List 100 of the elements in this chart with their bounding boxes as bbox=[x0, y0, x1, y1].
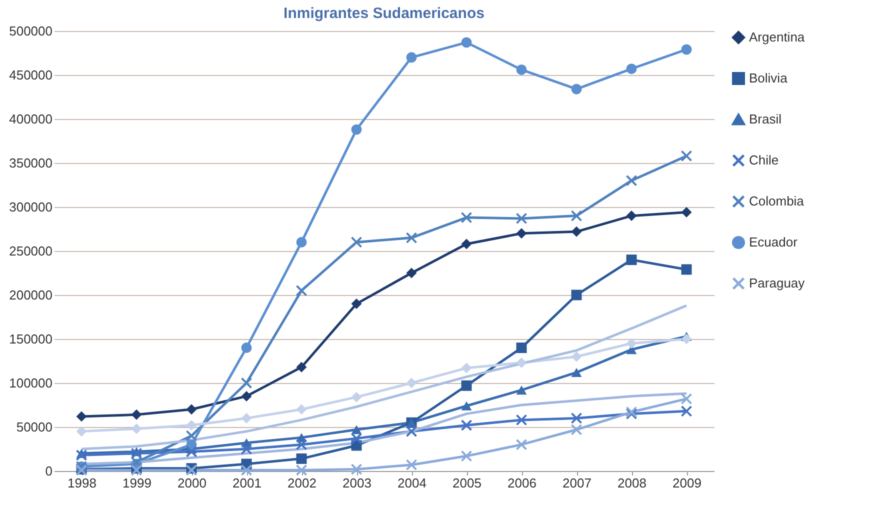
point bbox=[516, 228, 527, 239]
x-tick-label: 2002 bbox=[288, 476, 316, 490]
point bbox=[186, 420, 197, 430]
point bbox=[516, 386, 527, 395]
point bbox=[570, 210, 582, 222]
point bbox=[516, 342, 527, 354]
point bbox=[626, 210, 637, 222]
chart-title: Inmigrantes Sudamericanos bbox=[284, 5, 484, 22]
y-tick-label: 100000 bbox=[9, 376, 52, 390]
point bbox=[241, 412, 252, 424]
point bbox=[240, 464, 252, 476]
point bbox=[516, 414, 528, 426]
point bbox=[130, 456, 142, 468]
point bbox=[516, 212, 528, 224]
point bbox=[626, 254, 637, 266]
point bbox=[406, 378, 417, 388]
point bbox=[461, 401, 472, 410]
point bbox=[131, 409, 142, 420]
point bbox=[571, 351, 582, 362]
point bbox=[406, 426, 418, 438]
legend-label: Chile bbox=[749, 152, 779, 168]
point bbox=[516, 64, 527, 75]
point bbox=[626, 174, 638, 186]
point bbox=[460, 450, 472, 462]
y-tick-label: 300000 bbox=[9, 200, 52, 214]
legend-label: Brasil bbox=[749, 112, 782, 126]
x-tick-label: 2004 bbox=[398, 476, 426, 490]
point bbox=[571, 84, 582, 94]
point bbox=[130, 448, 142, 460]
point bbox=[460, 419, 472, 431]
x-tick-label: 2008 bbox=[618, 476, 646, 490]
point bbox=[240, 443, 252, 455]
point bbox=[296, 284, 308, 296]
legend-label: Argentina bbox=[749, 30, 806, 44]
point bbox=[406, 232, 418, 244]
point bbox=[351, 298, 362, 310]
x-tick-label: 2001 bbox=[232, 476, 262, 490]
point bbox=[76, 426, 87, 437]
point bbox=[131, 424, 142, 434]
legend-label: Bolivia bbox=[749, 70, 788, 86]
point bbox=[406, 459, 418, 471]
point bbox=[296, 236, 307, 248]
point bbox=[626, 64, 637, 74]
x-tick-label: 2006 bbox=[508, 476, 536, 490]
point bbox=[681, 264, 692, 275]
legend-label: Ecuador bbox=[749, 234, 798, 250]
point bbox=[296, 453, 307, 464]
point bbox=[241, 342, 252, 354]
y-tick-label: 450000 bbox=[9, 68, 52, 82]
point bbox=[240, 377, 252, 389]
point bbox=[570, 412, 582, 424]
point bbox=[516, 438, 528, 450]
point bbox=[681, 334, 692, 344]
point bbox=[461, 238, 472, 250]
point bbox=[406, 52, 417, 63]
x-tick-label: 2000 bbox=[178, 476, 206, 490]
point bbox=[350, 463, 362, 475]
x-tick-label: 2007 bbox=[562, 476, 592, 490]
x-tick-label: 2003 bbox=[342, 476, 372, 490]
point bbox=[516, 358, 527, 368]
y-tick-label: 400000 bbox=[9, 112, 52, 126]
point bbox=[681, 44, 692, 55]
point bbox=[241, 390, 252, 402]
point bbox=[351, 124, 362, 135]
point bbox=[76, 411, 87, 422]
point bbox=[571, 368, 582, 377]
legend-label: Colombia bbox=[749, 194, 805, 208]
point bbox=[76, 449, 88, 461]
y-tick-label: 200000 bbox=[9, 288, 52, 302]
point bbox=[186, 430, 198, 442]
point bbox=[461, 380, 472, 391]
legend-label: Paraguay bbox=[749, 276, 806, 290]
point bbox=[460, 212, 472, 224]
point bbox=[680, 405, 692, 417]
x-tick-label: 2005 bbox=[452, 476, 482, 490]
y-tick-label: 0 bbox=[45, 464, 52, 478]
point bbox=[351, 392, 362, 402]
point bbox=[461, 37, 472, 48]
point bbox=[296, 464, 308, 476]
point bbox=[570, 424, 582, 436]
point bbox=[406, 268, 417, 278]
point bbox=[186, 446, 198, 458]
point bbox=[626, 338, 637, 349]
point bbox=[680, 150, 692, 162]
point bbox=[296, 362, 307, 372]
point bbox=[571, 226, 582, 237]
y-tick-label: 250000 bbox=[9, 244, 52, 258]
point bbox=[350, 236, 362, 248]
point bbox=[680, 393, 692, 405]
point bbox=[571, 290, 582, 300]
point bbox=[350, 432, 362, 444]
point bbox=[186, 404, 197, 415]
y-tick-label: 350000 bbox=[9, 156, 52, 170]
point bbox=[351, 425, 362, 434]
x-tick-label: 1998 bbox=[68, 476, 96, 490]
x-tick-label: 1999 bbox=[122, 476, 152, 490]
point bbox=[296, 404, 307, 415]
y-tick-label: 50000 bbox=[16, 420, 52, 434]
y-tick-label: 500000 bbox=[9, 24, 52, 38]
point bbox=[681, 207, 692, 218]
